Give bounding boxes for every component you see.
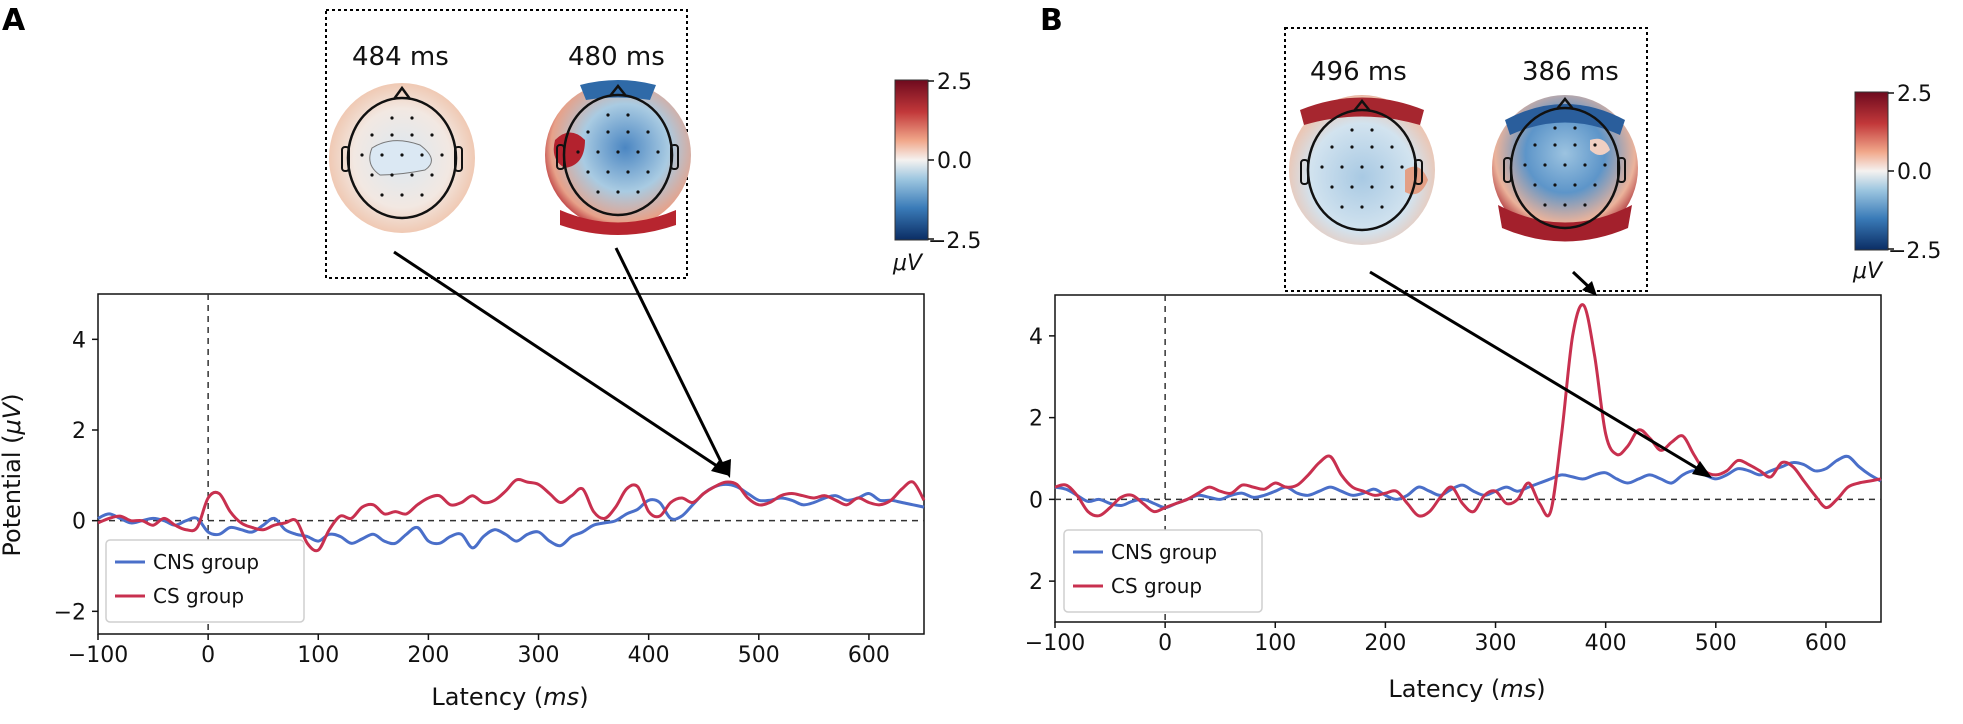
panel-b: B 496 ms 386 ms (1025, 3, 1942, 703)
plot-b-ytick-label: 0 (1029, 488, 1043, 513)
plot-a-ytick-label: 0 (72, 510, 86, 535)
plot-a-ytick-label: 4 (72, 328, 86, 353)
topomap-a1 (329, 83, 475, 233)
topomap-b1 (1289, 95, 1435, 245)
topomap-a1-time-label: 484 ms (352, 42, 449, 72)
plot-b-xtick-label: 0 (1158, 631, 1172, 656)
topomap-b1-time-label: 496 ms (1310, 57, 1407, 87)
plot-a-cns-series-line (97, 482, 925, 550)
plot-b-xtick-label: 500 (1695, 631, 1737, 656)
plot-b-ytick-label: 4 (1029, 325, 1043, 350)
legend-b-cns-label: CNS group (1111, 540, 1217, 564)
plot-b-xlabel: Latency (ms) (1388, 675, 1545, 703)
plot-a-ytick-label: 2 (72, 419, 86, 444)
plot-a-xtick-label: 0 (201, 643, 215, 668)
legend-a-cns-label: CNS group (153, 550, 259, 574)
plot-a-series (97, 294, 926, 634)
colorbar-b-mid-label: 0.0 (1897, 160, 1932, 185)
colorbar-b-unit-label: μV (1852, 259, 1884, 284)
plot-b-cs-series-line (1054, 303, 1882, 518)
plot-a-xtick-label: 600 (848, 643, 890, 668)
plot-b-series (1054, 295, 1882, 622)
colorbar-b-gradient (1854, 91, 1889, 251)
topomap-a2-time-label: 480 ms (568, 42, 665, 72)
arrow-b1-head (1692, 461, 1712, 478)
legend-b: CNS group CS group (1063, 529, 1263, 613)
colorbar-a-gradient (894, 79, 929, 241)
plot-b-xtick-label: −100 (1025, 631, 1085, 656)
plot-b-xtick-label: 300 (1475, 631, 1517, 656)
panel-letter-b: B (1040, 3, 1063, 38)
topomap-inset-b (1284, 27, 1648, 292)
colorbar-a: 2.5 0.0 −2.5 μV (892, 70, 981, 276)
colorbar-a-unit-label: μV (892, 251, 924, 276)
colorbar-b: 2.5 0.0 −2.5 μV (1852, 82, 1941, 284)
arrow-a1 (393, 250, 721, 470)
plot-a-xtick-label: 100 (297, 643, 339, 668)
plot-a-xtick-label: 300 (518, 643, 560, 668)
plot-b-axes: −100 0 100 200 300 400 500 600 2 0 2 4 (1025, 325, 1847, 656)
arrow-a2 (614, 247, 726, 469)
arrow-a2-head (717, 459, 731, 478)
plot-a-xtick-label: 400 (628, 643, 670, 668)
colorbar-a-mid-label: 0.0 (937, 149, 972, 174)
plot-b-ytick-label: 2 (1029, 570, 1043, 595)
topomap-b2-time-label: 386 ms (1522, 57, 1619, 87)
plot-a-ytick-label: −2 (54, 600, 86, 625)
colorbar-b-min-label: −2.5 (1888, 239, 1941, 264)
plot-a-frame (97, 293, 925, 635)
legend-b-cs-label: CS group (1111, 574, 1202, 598)
plot-a-cs-series-line (97, 478, 926, 553)
plot-a-xtick-label: −100 (68, 643, 128, 668)
plot-a-axes: −100 0 100 200 300 400 500 600 −2 0 2 4 (54, 328, 890, 668)
plot-a-xlabel: Latency (ms) (431, 683, 588, 711)
plot-b-ytick-label: 2 (1029, 407, 1043, 432)
legend-a: CNS group CS group (105, 539, 305, 623)
topomap-b2 (1492, 95, 1638, 242)
panel-a: A 484 ms 480 ms (0, 3, 981, 711)
plot-a-xtick-label: 500 (738, 643, 780, 668)
plot-b-frame (1054, 294, 1882, 623)
topomap-a2 (545, 80, 691, 235)
plot-a-ylabel: Potential (μV) (0, 393, 26, 556)
plot-a-xtick-label: 200 (407, 643, 449, 668)
colorbar-a-min-label: −2.5 (928, 229, 981, 254)
plot-b-xtick-label: 200 (1364, 631, 1406, 656)
plot-b-xtick-label: 600 (1805, 631, 1847, 656)
colorbar-b-max-label: 2.5 (1897, 82, 1932, 107)
arrow-b1 (1369, 270, 1701, 472)
arrow-b2-head (1582, 281, 1597, 296)
panel-letter-a: A (2, 3, 26, 38)
legend-a-cs-label: CS group (153, 584, 244, 608)
plot-b-xtick-label: 400 (1585, 631, 1627, 656)
arrow-b2 (1571, 270, 1592, 290)
plot-b-xtick-label: 100 (1254, 631, 1296, 656)
colorbar-a-max-label: 2.5 (937, 70, 972, 95)
